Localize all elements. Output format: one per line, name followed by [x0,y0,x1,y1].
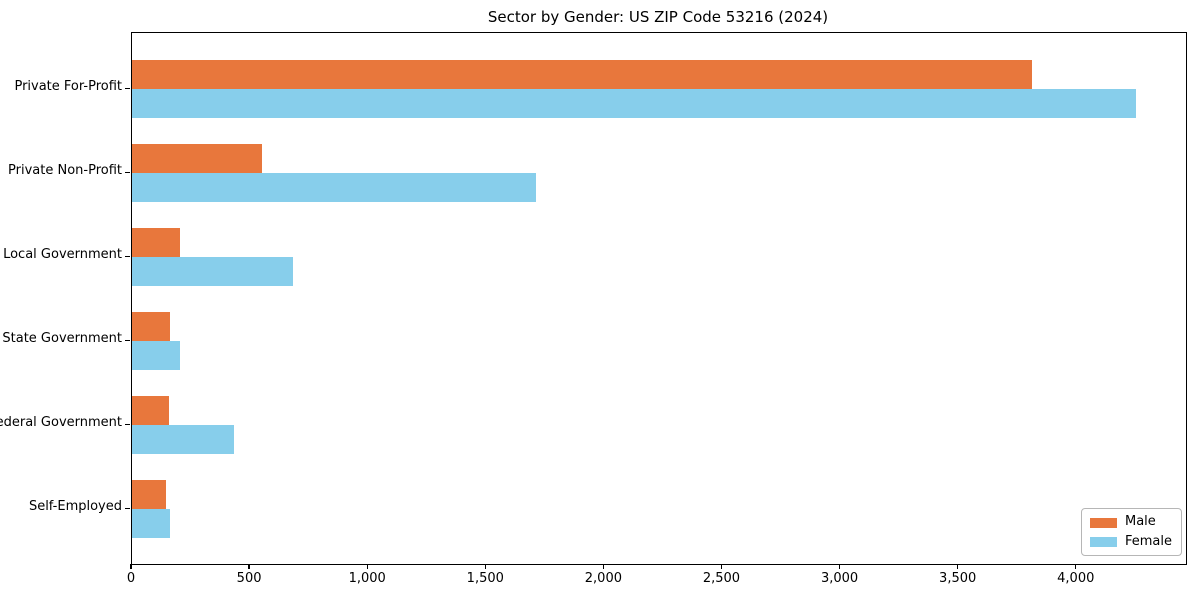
x-tick-label-4000: 4,000 [1057,571,1095,586]
x-tick-3000 [838,564,841,569]
x-tick-2000 [602,564,604,569]
chart-title: Sector by Gender: US ZIP Code 53216 (202… [487,8,829,26]
y-axis-label-federal-government: Federal Government [0,415,122,430]
x-tick-0 [130,564,132,569]
y-axis-label-state-government: State Government [2,331,122,346]
plot-area: Male Female [131,32,1187,565]
bar-female-private-for-profit [132,89,1136,118]
bar-female-local-government [132,257,293,286]
legend-label-male: Male [1124,514,1156,530]
y-axis-label-local-government: Local Government [3,247,122,262]
bar-female-private-non-profit [132,173,536,202]
legend-label-female: Female [1124,533,1172,549]
y-axis-label-private-non-profit: Private Non-Profit [8,163,122,178]
legend: Male Female [1080,508,1182,556]
y-axis-label-private-for-profit: Private For-Profit [14,79,122,94]
bar-male-federal-government [132,396,169,425]
x-tick-label-2000: 2,000 [584,571,622,586]
bar-female-state-government [132,341,181,370]
x-tick-1500 [484,564,486,569]
x-tick-500 [248,564,250,569]
legend-item-female: Female [1089,533,1172,549]
y-tick-private-non-profit [125,171,130,173]
bar-male-local-government [132,228,181,257]
bar-male-private-for-profit [132,60,1032,89]
y-tick-federal-government [125,423,130,425]
legend-swatch-female [1089,536,1117,547]
x-tick-1000 [366,564,368,569]
x-tick-label-1500: 1,500 [466,571,504,586]
x-tick-label-0: 0 [126,571,136,586]
y-tick-private-for-profit [125,87,130,89]
bar-male-state-government [132,312,170,341]
x-tick-3500 [957,564,959,569]
x-tick-label-3500: 3,500 [939,571,977,586]
bar-male-private-non-profit [132,144,262,173]
x-tick-4000 [1075,564,1077,569]
legend-item-male: Male [1089,514,1172,530]
bar-male-self-employed [132,480,167,509]
x-tick-label-500: 500 [236,571,262,586]
bar-female-self-employed [132,509,170,538]
x-tick-2500 [720,564,723,569]
y-tick-local-government [125,255,130,257]
y-axis-label-self-employed: Self-Employed [28,499,122,514]
legend-swatch-male [1089,517,1117,528]
y-tick-self-employed [125,507,130,509]
x-tick-label-1000: 1,000 [348,571,386,586]
x-tick-label-2500: 2,500 [702,571,741,586]
y-tick-state-government [125,339,130,341]
bar-female-federal-government [132,425,234,454]
x-tick-label-3000: 3,000 [820,571,859,586]
